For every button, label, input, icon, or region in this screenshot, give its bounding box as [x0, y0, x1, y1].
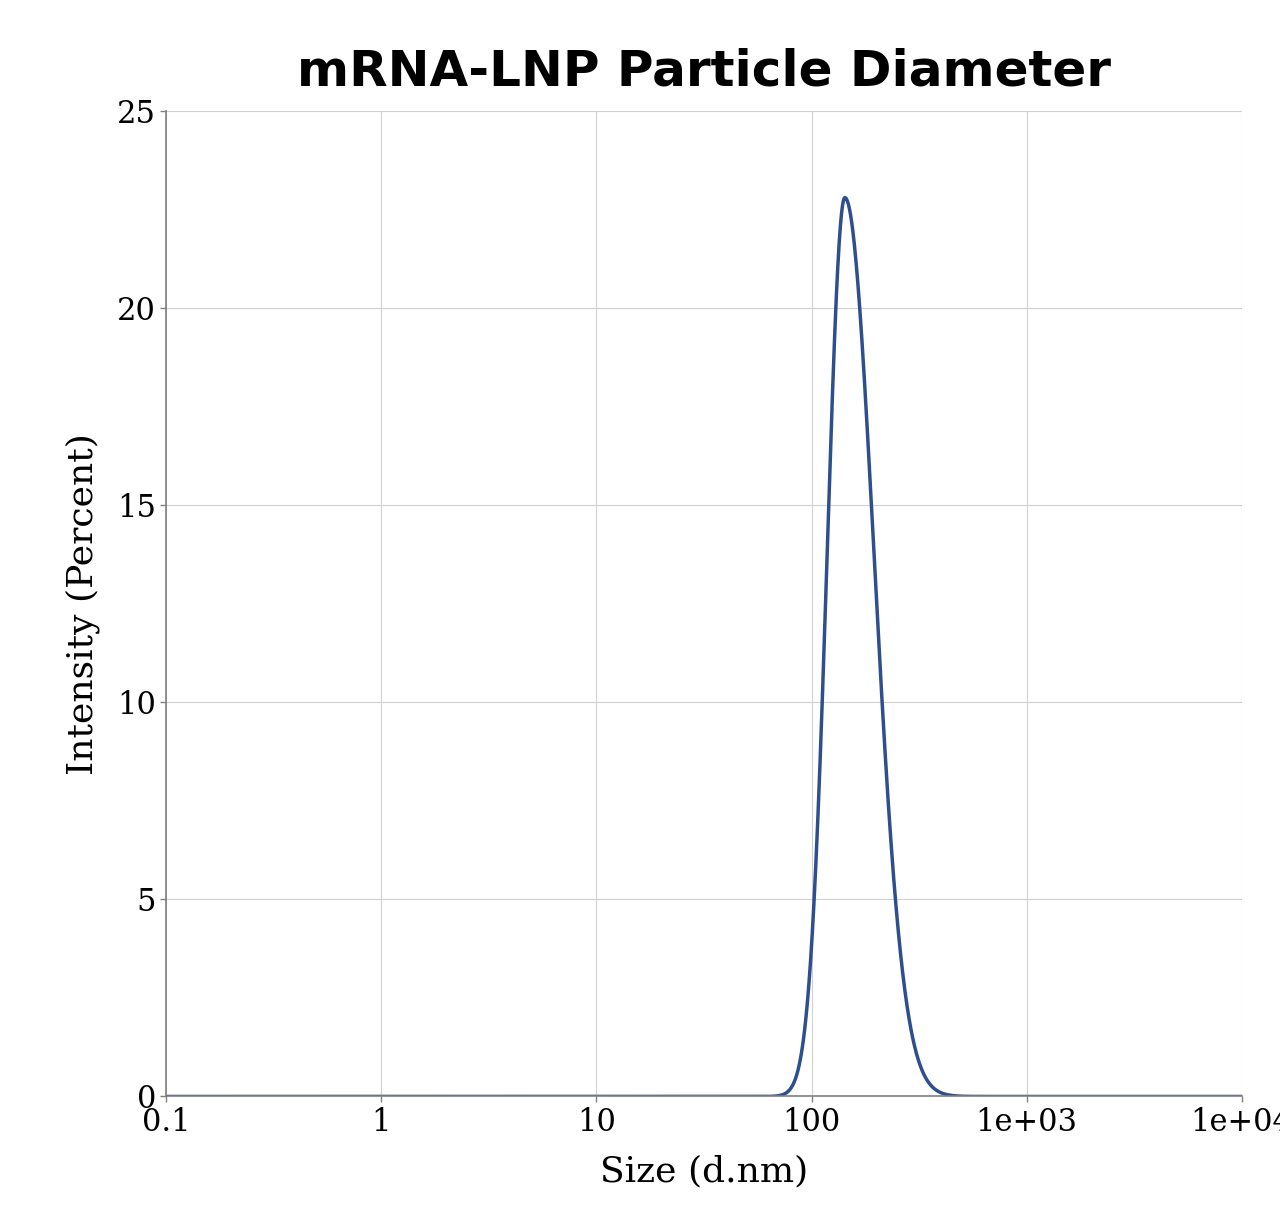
Title: mRNA-LNP Particle Diameter: mRNA-LNP Particle Diameter — [297, 48, 1111, 96]
Y-axis label: Intensity (Percent): Intensity (Percent) — [65, 432, 100, 775]
X-axis label: Size (d.nm): Size (d.nm) — [600, 1154, 808, 1189]
